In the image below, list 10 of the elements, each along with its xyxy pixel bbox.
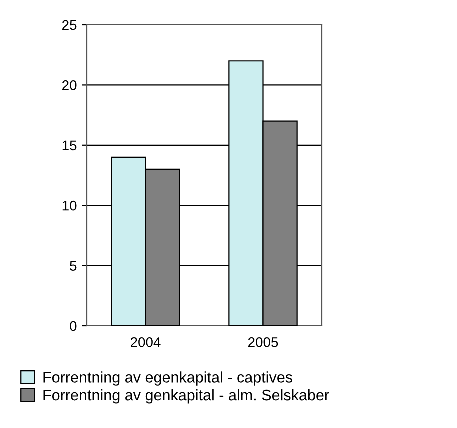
y-tick-label: 10 <box>62 200 77 211</box>
y-tick-label: 20 <box>62 80 77 90</box>
y-tick-label: 25 <box>62 20 77 30</box>
x-tick-label: 2005 <box>248 337 278 348</box>
x-tick-label: 2004 <box>131 337 161 348</box>
legend-label: Forrentning av egenkapital - captives <box>44 372 292 386</box>
legend-label: Forrentning av genkapital - alm. Selskaber <box>44 389 330 404</box>
y-tick-label: 5 <box>70 261 77 271</box>
y-tick-label: 15 <box>62 140 77 151</box>
y-tick-label: 0 <box>70 321 77 332</box>
